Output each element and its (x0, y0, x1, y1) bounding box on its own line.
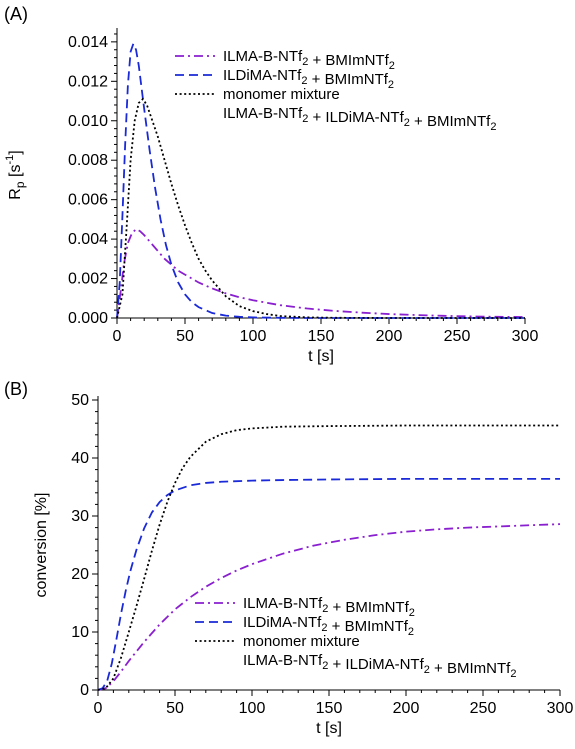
y-tick-label: 40 (71, 450, 89, 467)
x-tick-label: 300 (547, 700, 574, 717)
x-tick-label: 0 (113, 328, 122, 345)
panel-label: (B) (4, 379, 28, 399)
panel-label: (A) (4, 4, 28, 24)
x-tick-label: 150 (316, 700, 343, 717)
x-tick-label: 50 (166, 700, 184, 717)
x-tick-label: 200 (393, 700, 420, 717)
y-tick-label: 0.014 (68, 34, 108, 51)
legend-entry-3-line2: ILMA-B-NTf2 + ILDiMA-NTf2 + BMImNTf2 (243, 652, 516, 680)
y-tick-label: 20 (71, 566, 89, 583)
x-tick-label: 300 (512, 328, 539, 345)
legend-entry-2: ILDiMA-NTf2 + BMImNTf2 (223, 67, 394, 91)
panel-a-rate-chart: 0 50 100 150 200 250 300 0.000 0.002 0.004 0.006 0.… (4, 4, 538, 365)
y-tick-label: 10 (71, 624, 89, 641)
x-tick-label: 150 (308, 328, 335, 345)
y-tick-label: 0.008 (68, 152, 108, 169)
y-tick-label: 0.000 (68, 310, 108, 327)
x-tick-label: 250 (470, 700, 497, 717)
series-line-2 (97, 477, 560, 691)
legend-entry-2: ILDiMA-NTf2 + BMImNTf2 (243, 614, 414, 638)
y-axis-label: conversion [%] (33, 493, 50, 598)
x-tick-label: 0 (94, 700, 103, 717)
y-tick-label: 0.006 (68, 192, 108, 209)
legend-entry-3: monomer mixture (243, 633, 360, 650)
series-line-1 (116, 228, 526, 319)
x-tick-label: 100 (239, 700, 266, 717)
x-tick-label: 100 (240, 328, 267, 345)
x-tick-label: 50 (176, 328, 194, 345)
y-axis-label: Rp [s-1] (4, 150, 27, 199)
y-tick-label: 0.012 (68, 73, 108, 90)
x-axis-label: t [s] (316, 720, 342, 737)
legend-entry-3-line2: ILMA-B-NTf2 + ILDiMA-NTf2 + BMImNTf2 (223, 105, 496, 133)
y-tick-label: 0.004 (68, 231, 108, 248)
y-tick-label: 0.010 (68, 113, 108, 130)
x-tick-label: 250 (444, 328, 471, 345)
series-line-3 (116, 97, 525, 319)
series-line-2 (116, 41, 525, 319)
x-tick-label: 200 (376, 328, 403, 345)
legend-entry-3: monomer mixture (223, 86, 340, 103)
series-line-3 (97, 424, 560, 691)
panel-b-conversion-chart: 0 50 100 150 200 250 300 0 10 20 30 40 50 t [s] conver… (4, 379, 573, 737)
legend-entry-1: ILMA-B-NTf2 + BMImNTf2 (223, 48, 395, 72)
y-tick-label: 0 (80, 682, 89, 699)
y-tick-label: 30 (71, 508, 89, 525)
legend-entry-1: ILMA-B-NTf2 + BMImNTf2 (243, 595, 415, 619)
y-tick-label: 50 (71, 392, 89, 409)
series-line-1 (97, 523, 561, 691)
y-tick-label: 0.002 (68, 271, 108, 288)
x-axis-label: t [s] (308, 348, 334, 365)
